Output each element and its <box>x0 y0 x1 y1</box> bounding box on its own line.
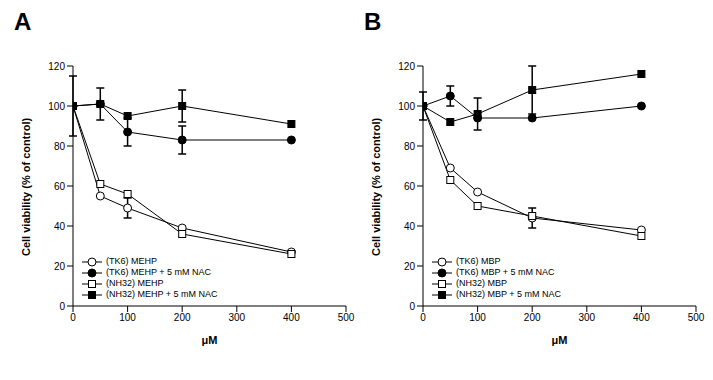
html-text:A: A <box>14 8 32 35</box>
svg-text:60: 60 <box>54 181 66 192</box>
svg-text:200: 200 <box>174 312 191 323</box>
svg-text:300: 300 <box>578 312 595 323</box>
svg-text:0: 0 <box>420 312 426 323</box>
html-text:(TK6) MBP + 5 mM NAC: (TK6) MBP + 5 mM NAC <box>456 267 555 277</box>
svg-text:Cell viability (% of control): Cell viability (% of control) <box>20 118 32 256</box>
html-text:(NH32) MEHP: (NH32) MEHP <box>106 278 164 288</box>
svg-text:120: 120 <box>398 61 415 72</box>
svg-text:500: 500 <box>688 312 705 323</box>
svg-text:80: 80 <box>54 141 66 152</box>
svg-text:100: 100 <box>469 312 486 323</box>
svg-text:300: 300 <box>228 312 245 323</box>
svg-text:80: 80 <box>404 141 416 152</box>
svg-text:100: 100 <box>398 101 415 112</box>
svg-text:40: 40 <box>54 221 66 232</box>
svg-text:60: 60 <box>404 181 416 192</box>
svg-text:0: 0 <box>409 301 415 312</box>
svg-text:0: 0 <box>70 312 76 323</box>
svg-text:μM: μM <box>202 334 218 346</box>
html-text:(NH32) MBP + 5 mM NAC: (NH32) MBP + 5 mM NAC <box>456 289 562 299</box>
svg-text:Cell viability (% of control): Cell viability (% of control) <box>370 118 382 256</box>
svg-text:400: 400 <box>633 312 650 323</box>
html-text:(TK6) MEHP: (TK6) MEHP <box>106 256 157 266</box>
svg-text:20: 20 <box>54 261 66 272</box>
svg-text:200: 200 <box>524 312 541 323</box>
html-text:(TK6) MBP: (TK6) MBP <box>456 256 501 266</box>
svg-text:100: 100 <box>48 101 65 112</box>
svg-text:500: 500 <box>338 312 355 323</box>
svg-text:μM: μM <box>552 334 568 346</box>
html-text:(NH32) MEHP + 5 mM NAC: (NH32) MEHP + 5 mM NAC <box>106 289 218 299</box>
svg-text:20: 20 <box>404 261 416 272</box>
svg-text:120: 120 <box>48 61 65 72</box>
html-text:(TK6) MEHP + 5 mM NAC: (TK6) MEHP + 5 mM NAC <box>106 267 212 277</box>
svg-text:0: 0 <box>59 301 65 312</box>
svg-text:40: 40 <box>404 221 416 232</box>
svg-text:100: 100 <box>119 312 136 323</box>
html-text:(NH32) MBP: (NH32) MBP <box>456 278 507 288</box>
html-text:B: B <box>364 8 382 35</box>
svg-text:400: 400 <box>283 312 300 323</box>
